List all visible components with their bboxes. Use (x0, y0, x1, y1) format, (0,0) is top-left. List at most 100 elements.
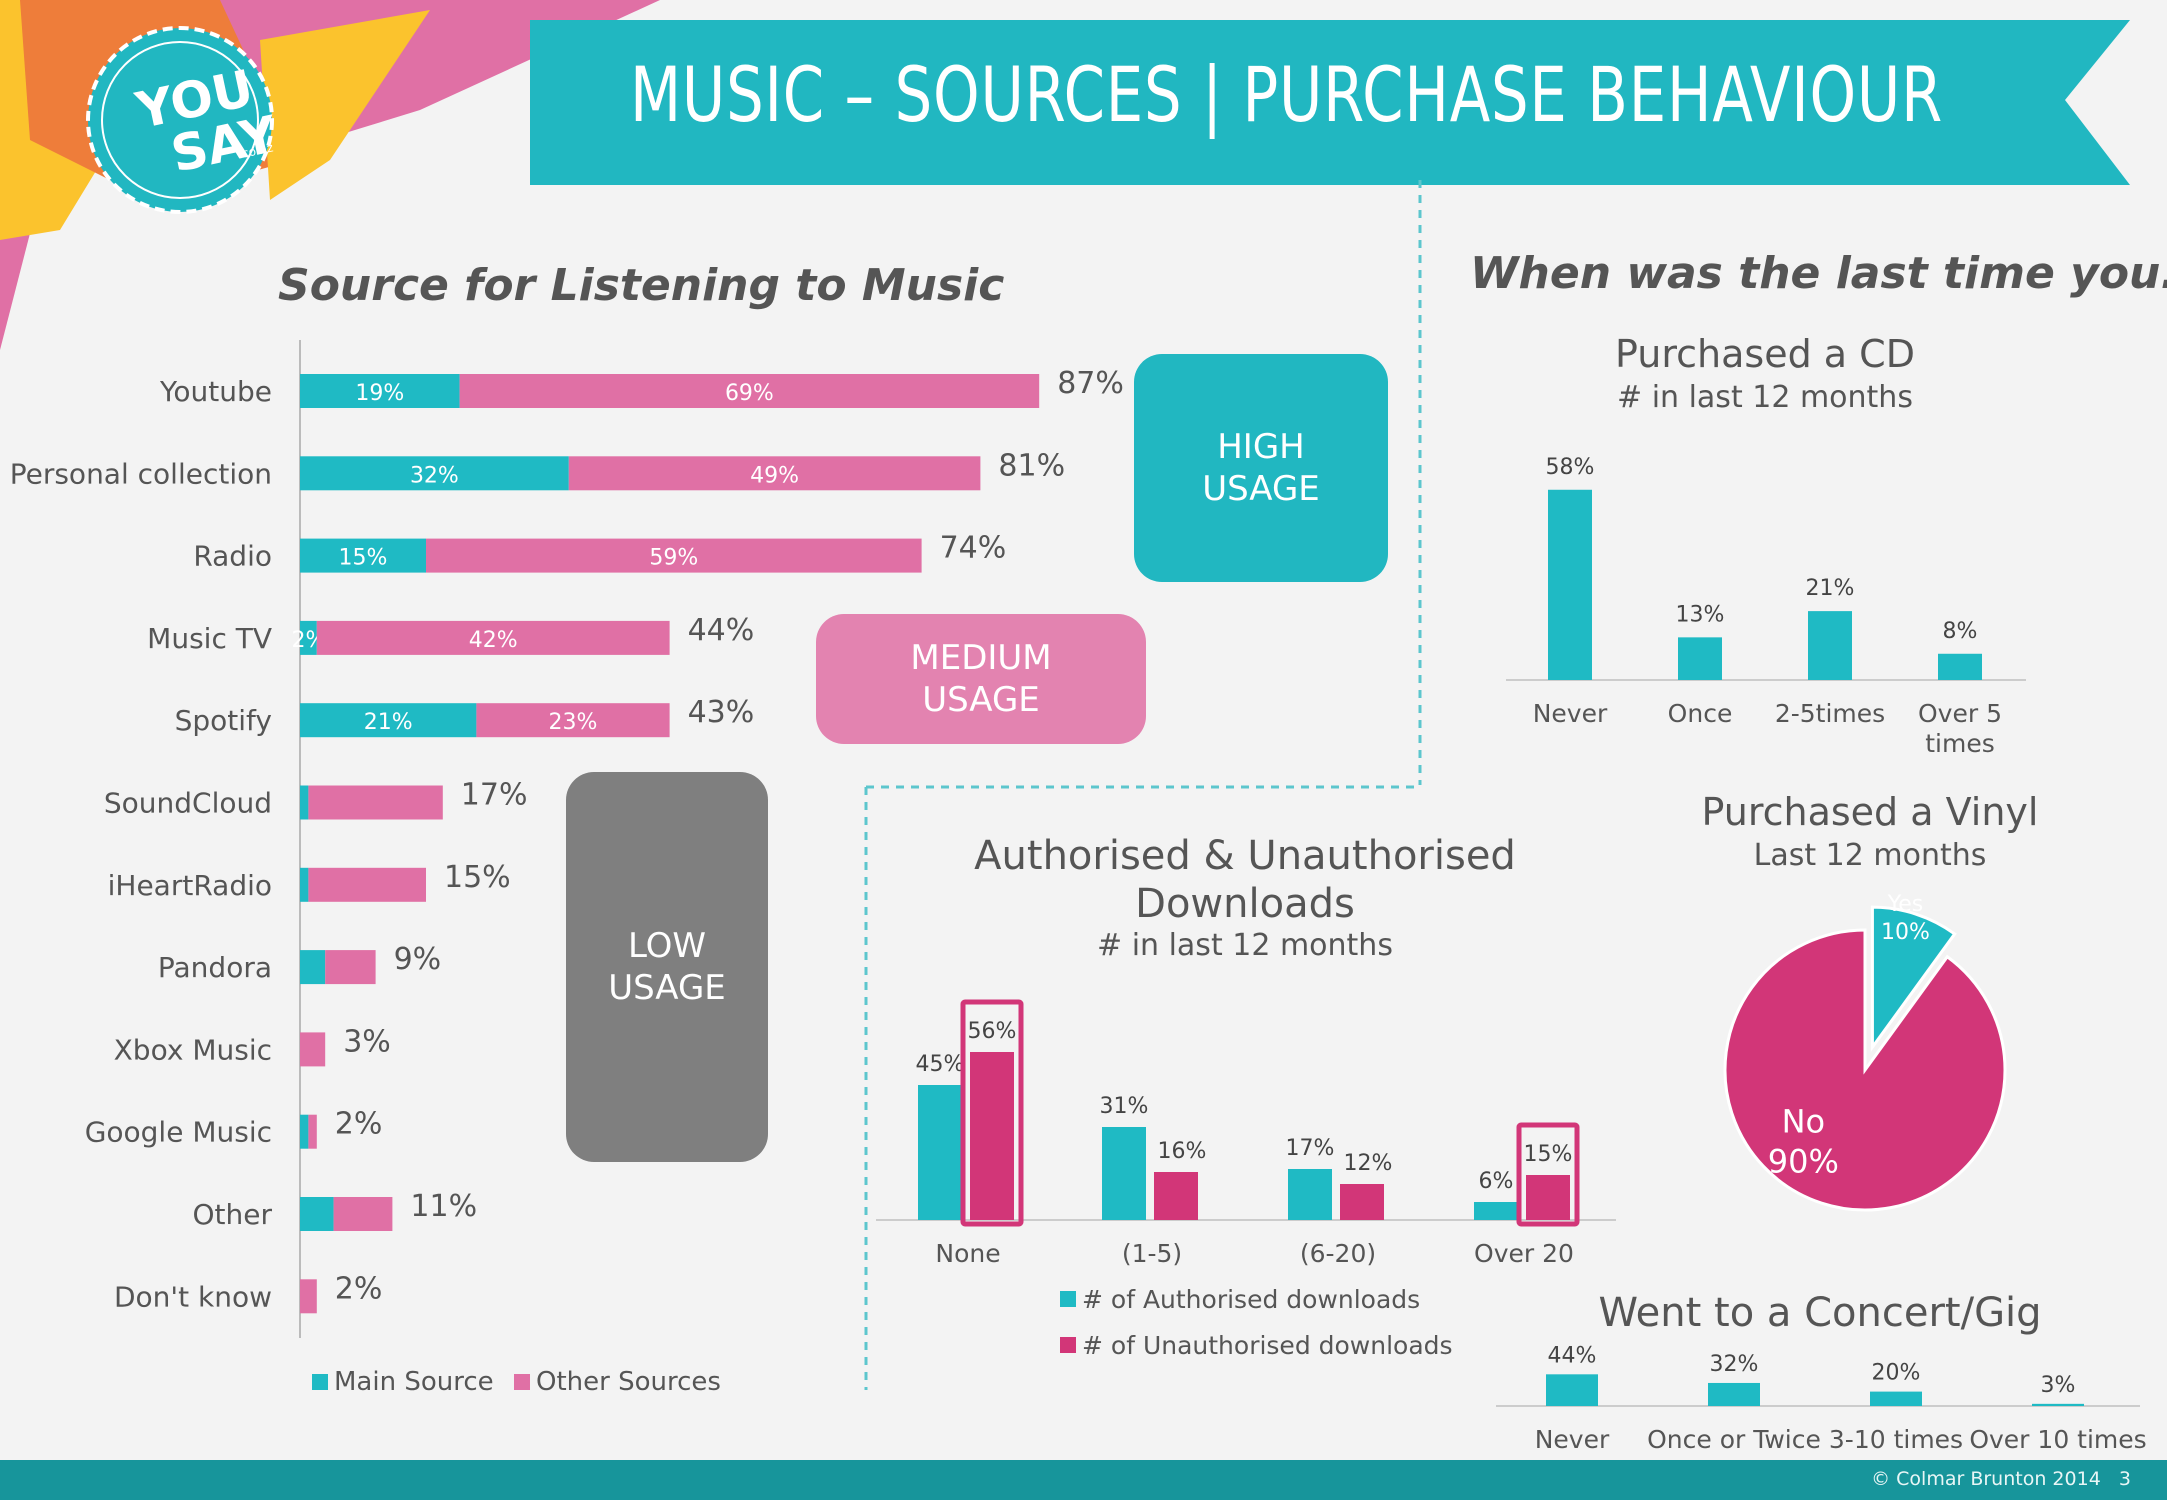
other-sources-bar (300, 1279, 317, 1314)
segment-label: 59% (649, 546, 698, 571)
other-sources-bar (308, 785, 443, 820)
downloads-value-label: 6% (1479, 1169, 1514, 1194)
high-usage-line-2: USAGE (1202, 469, 1320, 509)
segment-label: 23% (549, 710, 598, 735)
highlight-box (1516, 1122, 1580, 1227)
legend-main-swatch (312, 1374, 328, 1390)
unauthorised-bar (1154, 1172, 1198, 1220)
main-source-bar (300, 538, 426, 573)
segment-label: 15% (339, 546, 388, 571)
downloads-category-label: (1-5) (1122, 1239, 1182, 1268)
high-usage-box: HIGH USAGE (1134, 354, 1388, 582)
total-label: 87% (1057, 366, 1124, 401)
vinyl-yes-slice (1870, 905, 1957, 1052)
low-usage-box: LOW USAGE (566, 772, 768, 1162)
header-banner (530, 20, 2130, 185)
segment-label: 19% (355, 381, 404, 406)
other-sources-bar (325, 950, 376, 985)
footer-bar: © Colmar Brunton 2014 3 (0, 1460, 2167, 1500)
category-label: Pandora (158, 951, 272, 984)
high-usage-line-1: HIGH (1217, 427, 1305, 467)
right-panel-title: When was the last time you… (1470, 248, 2167, 299)
category-label: iHeartRadio (108, 869, 272, 902)
downloads-value-label: 45% (916, 1052, 965, 1077)
sources-title: Source for Listening to Music (278, 260, 1005, 311)
downloads-title: Authorised & Unauthorised Downloads (974, 833, 1516, 927)
cd-subtitle: # in last 12 months (1617, 380, 1913, 415)
other-sources-bar (316, 620, 670, 655)
category-label: Xbox Music (114, 1033, 272, 1066)
vinyl-slice-label: 10% (1881, 920, 1930, 945)
downloads-value-label: 31% (1100, 1094, 1149, 1119)
cd-bar (1678, 637, 1722, 680)
downloads-category-label: (6-20) (1300, 1239, 1376, 1268)
legend-unauthorised-label: # of Unauthorised downloads (1082, 1331, 1453, 1360)
concert-category-label: Over 10 times (1969, 1425, 2146, 1454)
footer-text: © Colmar Brunton 2014 3 (1871, 1468, 2131, 1490)
segment-label: 42% (469, 628, 518, 653)
legend-authorised-swatch (1060, 1291, 1076, 1307)
page-title: MUSIC – SOURCES | PURCHASE BEHAVIOUR (630, 50, 1944, 139)
other-sources-bar (333, 1197, 393, 1231)
downloads-value-label: 56% (968, 1019, 1017, 1044)
cd-category-label: times (1925, 729, 1995, 758)
total-label: 9% (394, 942, 442, 977)
other-sources-bar (459, 374, 1040, 408)
vinyl-slice-label: 90% (1768, 1143, 1839, 1181)
concert-category-label: Never (1535, 1425, 1610, 1454)
cd-value-label: 21% (1806, 576, 1855, 601)
authorised-bar (1102, 1127, 1146, 1220)
cd-value-label: 8% (1943, 619, 1978, 644)
vinyl-slice-name: Yes (1887, 892, 1924, 917)
other-sources-bar (476, 703, 670, 738)
other-sources-bar (308, 1114, 317, 1149)
concert-category-label: Once or Twice (1647, 1425, 1821, 1454)
cd-chart: 58% 13% 21% 8% Never Once 2-5times Over 5times (1506, 455, 2026, 758)
unauthorised-bar (1340, 1184, 1384, 1220)
downloads-value-label: 12% (1344, 1151, 1393, 1176)
downloads-category-label: None (935, 1239, 1000, 1268)
downloads-chart: 45%56% None 31% 16% (1-5) 17% 12% (6-20) 6% 15% Ov… (876, 999, 1616, 1360)
vinyl-slice-name: No (1782, 1103, 1826, 1141)
cd-value-label: 13% (1676, 602, 1725, 627)
category-label: Radio (193, 540, 272, 573)
segment-label: 69% (725, 381, 774, 406)
other-sources-bar (568, 456, 981, 491)
cd-title: Purchased a CD (1615, 332, 1915, 376)
low-usage-line-2: USAGE (608, 968, 726, 1008)
downloads-category-label: Over 20 (1474, 1239, 1574, 1268)
category-label: Music TV (147, 622, 272, 655)
cd-category-label: Never (1533, 699, 1608, 728)
downloads-value-label: 15% (1524, 1142, 1573, 1167)
category-label: Personal collection (10, 457, 272, 490)
other-sources-bar (308, 867, 426, 902)
downloads-value-label: 16% (1158, 1139, 1207, 1164)
cd-category-label: Over 5 (1918, 699, 2002, 728)
main-source-bar (300, 374, 460, 408)
concert-chart: 44% 32% 20% 3% Never Once or Twice 3-10 times O… (1496, 1343, 2147, 1454)
copyright: © Colmar Brunton 2014 (1871, 1468, 2101, 1490)
sources-chart: Youtube 19% 69% 87% Personal collection 32% 49… (10, 340, 1124, 1397)
authorised-bar (1288, 1169, 1332, 1220)
legend-authorised-label: # of Authorised downloads (1082, 1285, 1420, 1314)
category-label: Don't know (114, 1280, 272, 1313)
cd-value-label: 58% (1546, 455, 1595, 480)
cd-bar (1808, 611, 1852, 680)
cd-bar (1938, 653, 1982, 680)
total-label: 2% (335, 1107, 383, 1142)
legend-main-label: Main Source (334, 1367, 494, 1397)
decor-yellow-stripe (260, 10, 430, 200)
main-source-bar (300, 785, 309, 820)
total-label: 3% (343, 1024, 391, 1059)
vinyl-title: Purchased a Vinyl (1701, 790, 2039, 834)
total-label: 2% (335, 1271, 383, 1306)
legend-unauthorised-swatch (1060, 1337, 1076, 1353)
total-label: 74% (940, 531, 1007, 566)
page-number: 3 (2118, 1468, 2131, 1490)
category-label: Google Music (85, 1116, 272, 1149)
main-source-bar (300, 620, 317, 655)
other-sources-bar (300, 1032, 326, 1067)
authorised-bar (918, 1085, 962, 1220)
category-label: SoundCloud (104, 787, 272, 820)
